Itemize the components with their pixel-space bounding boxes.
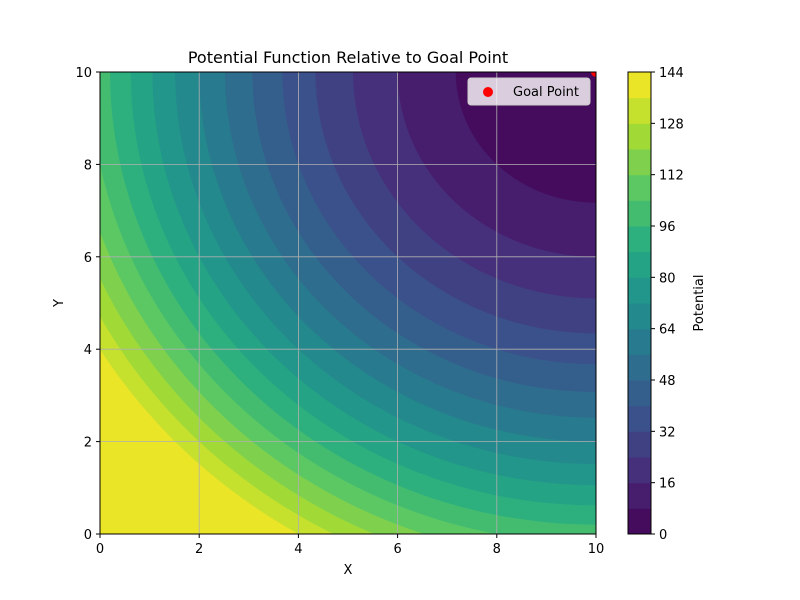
- y-tick-label: 0: [84, 528, 92, 543]
- colorbar-band: [628, 328, 651, 355]
- plot-area: [100, 72, 596, 534]
- colorbar-tick-label: 112: [659, 169, 684, 184]
- colorbar-band: [628, 174, 651, 201]
- y-axis-ticks: 0 2 4 6 8 10: [75, 66, 100, 543]
- x-tick-label: 4: [294, 542, 302, 557]
- colorbar-band: [628, 354, 651, 381]
- colorbar-tick-label: 64: [659, 323, 676, 338]
- colorbar-label: Potential: [692, 275, 707, 332]
- colorbar-band: [628, 226, 651, 253]
- colorbar-tick-label: 144: [659, 66, 684, 81]
- colorbar-band: [628, 123, 651, 150]
- colorbar-band: [628, 380, 651, 407]
- y-tick-label: 10: [75, 66, 92, 81]
- x-tick-label: 2: [195, 542, 203, 557]
- colorbar-tick-label: 80: [659, 271, 676, 286]
- legend-box: [467, 77, 591, 106]
- legend: Goal Point: [467, 77, 591, 106]
- x-tick-label: 0: [96, 542, 104, 557]
- chart-title: Potential Function Relative to Goal Poin…: [188, 48, 508, 67]
- colorbar: 0 16 32 48 64 80 96 112 128 144 Potential: [627, 66, 707, 543]
- colorbar-tick-label: 16: [659, 477, 676, 492]
- plot-frame: [99, 71, 597, 535]
- colorbar-ticks: 0 16 32 48 64 80 96 112 128 144: [651, 66, 684, 543]
- x-axis-ticks: 0 2 4 6 8 10: [96, 534, 604, 557]
- colorbar-band: [628, 457, 651, 484]
- contour-bands: [100, 72, 596, 534]
- colorbar-band: [628, 200, 651, 227]
- x-tick-label: 8: [493, 542, 501, 557]
- colorbar-band: [628, 149, 651, 176]
- y-tick-label: 6: [84, 251, 92, 266]
- grid-lines: [100, 72, 596, 534]
- colorbar-tick-label: 48: [659, 374, 676, 389]
- colorbar-band: [628, 277, 651, 304]
- goal-point-marker: [591, 72, 596, 77]
- legend-label: Goal Point: [513, 85, 579, 100]
- colorbar-band: [628, 303, 651, 330]
- colorbar-band: [628, 482, 651, 509]
- colorbar-band: [628, 431, 651, 458]
- colorbar-frame: [627, 71, 652, 535]
- x-tick-label: 6: [393, 542, 401, 557]
- colorbar-band: [628, 405, 651, 432]
- colorbar-band: [628, 251, 651, 278]
- colorbar-tick-label: 96: [659, 220, 676, 235]
- x-tick-label: 10: [588, 542, 605, 557]
- y-tick-label: 4: [84, 343, 92, 358]
- legend-marker: [483, 87, 493, 97]
- y-tick-label: 2: [84, 436, 92, 451]
- colorbar-band: [628, 72, 651, 99]
- y-axis-label: Y: [52, 299, 67, 308]
- colorbar-tick-label: 0: [659, 528, 667, 543]
- colorbar-band: [628, 508, 651, 535]
- x-axis-label: X: [344, 563, 353, 578]
- y-tick-label: 8: [84, 158, 92, 173]
- colorbar-band: [628, 97, 651, 124]
- colorbar-tick-label: 128: [659, 117, 684, 132]
- colorbar-tick-label: 32: [659, 425, 676, 440]
- colorbar-bands: [628, 72, 651, 535]
